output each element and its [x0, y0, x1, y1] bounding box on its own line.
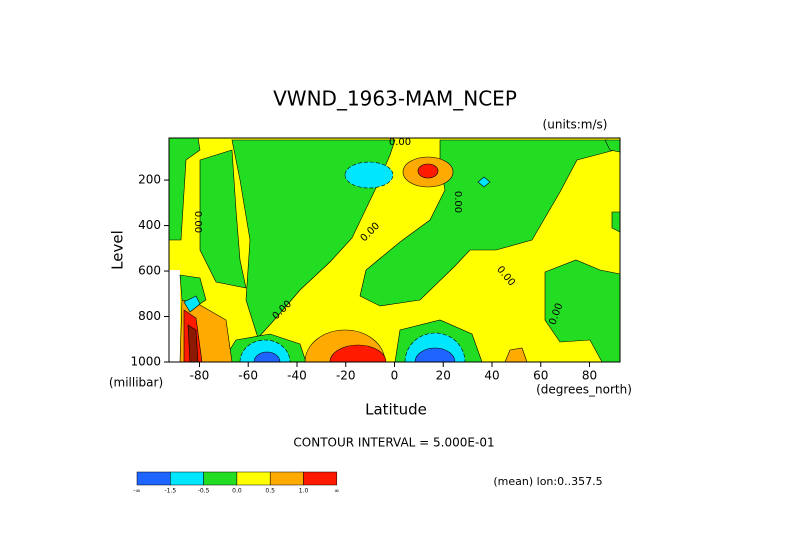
units-label: (units:m/s)	[543, 118, 608, 132]
contour-fill	[414, 347, 456, 363]
contour-fill	[199, 149, 247, 289]
x-tick-label: 40	[484, 369, 499, 383]
x-tick-label: -40	[287, 369, 307, 383]
colorbar-swatch	[136, 471, 171, 486]
x-tick-label: -20	[336, 369, 356, 383]
x-tick-label: 0	[391, 369, 399, 383]
contour-fill	[253, 351, 281, 363]
plot-area: 0.000.000.000.000.000.000.00	[168, 137, 621, 363]
colorbar-label: 0.0	[232, 488, 242, 495]
x-tick-label: 60	[533, 369, 548, 383]
colorbar-label: 0.5	[265, 488, 275, 495]
colorbar-swatch	[303, 471, 338, 486]
contour-fill	[344, 161, 394, 189]
colorbar-swatch	[269, 471, 304, 486]
mean-note: (mean) lon:0..357.5	[493, 475, 602, 488]
colorbar-swatch	[203, 471, 238, 486]
contour-fill	[183, 295, 201, 313]
x-tick-label: 20	[436, 369, 451, 383]
y-units: (millibar)	[109, 376, 163, 390]
colorbar-label: ∞	[334, 488, 339, 495]
contour-fill	[329, 344, 387, 363]
y-tick-label: 1000	[130, 355, 161, 369]
contour-fill	[477, 176, 491, 188]
contour-fill	[179, 274, 207, 306]
missing-data	[169, 270, 180, 362]
contour-fill	[359, 139, 616, 307]
y-tick-label: 800	[138, 309, 161, 323]
y-axis-label: Level	[109, 230, 127, 270]
x-tick-label: 80	[582, 369, 597, 383]
contour-label: 0.00	[452, 191, 463, 213]
x-axis-label: Latitude	[365, 401, 427, 419]
colorbar-swatch	[236, 471, 271, 486]
colorbar-label: 1.0	[299, 488, 309, 495]
contour-label: 0.00	[192, 211, 203, 233]
x-tick-label: -60	[238, 369, 258, 383]
x-units: (degrees_north)	[536, 383, 632, 397]
colorbar-label: -0.5	[198, 488, 210, 495]
y-tick-label: 600	[138, 264, 161, 278]
contour-interval: CONTOUR INTERVAL = 5.000E-01	[293, 436, 494, 450]
colorbar-label: -∞	[133, 488, 140, 495]
colorbar-swatch	[170, 471, 204, 486]
contour-label: 0.00	[389, 137, 411, 148]
contour-fill	[231, 139, 396, 339]
x-tick-label: -80	[190, 369, 210, 383]
chart-title: VWND_1963-MAM_NCEP	[273, 87, 517, 111]
colorbar-label: -1.5	[164, 488, 176, 495]
y-tick-label: 400	[138, 218, 161, 232]
y-tick-label: 200	[138, 173, 161, 187]
contour-fill	[417, 163, 439, 179]
